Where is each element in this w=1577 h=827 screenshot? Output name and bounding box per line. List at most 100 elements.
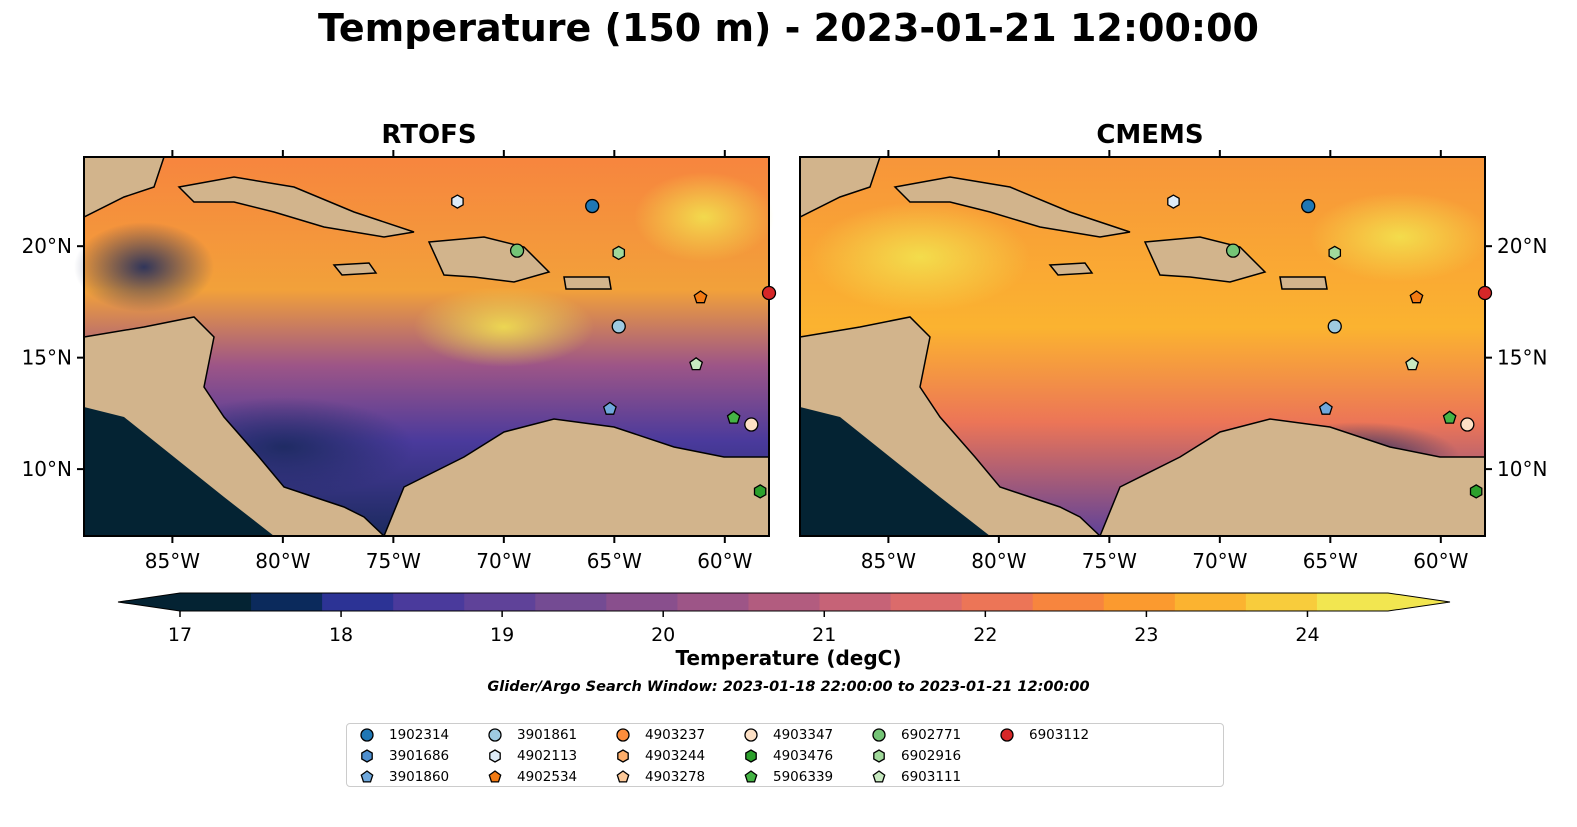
float-marker-6902916 xyxy=(873,749,885,763)
legend-marker-icon xyxy=(744,728,758,742)
warm-anomaly xyxy=(414,287,594,367)
legend-label: 4902113 xyxy=(517,748,578,764)
float-marker-5906339 xyxy=(1442,410,1457,424)
float-marker-3901860 xyxy=(360,770,374,783)
legend-marker-icon xyxy=(744,770,758,783)
puerto-rico-land xyxy=(563,276,612,290)
legend-label: 4902534 xyxy=(517,769,578,785)
float-marker-3901860 xyxy=(602,401,617,415)
legend-label: 6903111 xyxy=(901,769,962,785)
colorbar-segment xyxy=(819,593,892,611)
float-marker-6902916 xyxy=(1328,245,1342,261)
figure-title: Temperature (150 m) - 2023-01-21 12:00:0… xyxy=(317,6,1259,50)
lon-tick-label: 75°W xyxy=(1082,549,1137,573)
legend-label: 4903244 xyxy=(645,748,706,764)
lon-tick-label: 75°W xyxy=(366,549,421,573)
colorbar-segment xyxy=(1032,593,1105,611)
colorbar: 17 18 19 20 21 22 23 24 xyxy=(117,592,1451,646)
float-marker-1902314 xyxy=(360,728,374,742)
lat-tick-label: 10°N xyxy=(22,457,72,481)
lon-tick-label: 65°W xyxy=(587,549,642,573)
legend-label: 1902314 xyxy=(389,727,450,743)
float-marker-5906339 xyxy=(726,410,741,424)
float-marker-3901861 xyxy=(611,319,626,334)
colorbar-tick-label: 20 xyxy=(651,624,675,646)
panel-title-cmems: CMEMS xyxy=(1096,120,1204,150)
float-marker-4902534 xyxy=(488,770,502,783)
legend-label: 4903278 xyxy=(645,769,706,785)
float-marker-3901861 xyxy=(488,728,502,742)
float-marker-4903244 xyxy=(617,749,629,763)
colorbar-segment xyxy=(393,593,465,611)
colorbar-tick-label: 23 xyxy=(1134,624,1158,646)
lon-tick-label: 65°W xyxy=(1303,549,1358,573)
lon-tick-label: 85°W xyxy=(861,549,916,573)
lon-tick-label: 70°W xyxy=(1192,549,1247,573)
legend-marker-icon xyxy=(873,749,885,763)
colorbar-title: Temperature (degC) xyxy=(675,646,902,670)
lat-tick-label: 15°N xyxy=(22,346,72,370)
map-panel-cmems xyxy=(799,156,1490,537)
legend-label: 6903112 xyxy=(1029,727,1090,743)
cuba-land xyxy=(893,176,1131,238)
float-marker-4903278 xyxy=(616,770,630,783)
float-marker-6903112 xyxy=(761,285,777,301)
land-group xyxy=(799,156,1486,537)
map-frame xyxy=(799,156,1486,537)
legend-marker-icon xyxy=(488,728,502,742)
colorbar-segment xyxy=(961,593,1034,611)
legend-label: 4903476 xyxy=(773,748,834,764)
panel-title-rtofs: RTOFS xyxy=(381,120,477,150)
cuba-land xyxy=(177,176,415,238)
colorbar-segment xyxy=(677,593,750,611)
colorbar-extend-low xyxy=(118,593,180,611)
legend-marker-icon xyxy=(360,728,374,742)
legend-label: 4903347 xyxy=(773,727,834,743)
float-marker-4902534 xyxy=(1409,290,1424,304)
float-legend: 1902314 3901686 3901860 3901861 4902113 49025… xyxy=(346,723,1224,787)
float-marker-4903347 xyxy=(744,417,759,432)
float-marker-6903111 xyxy=(872,770,886,783)
map-panel-rtofs xyxy=(74,156,774,537)
float-marker-4903347 xyxy=(744,728,758,742)
float-marker-6902916 xyxy=(612,245,626,261)
legend-label: 3901860 xyxy=(389,769,450,785)
legend-marker-icon xyxy=(361,749,373,763)
lat-tick-label: 20°N xyxy=(22,234,72,258)
colorbar-tick-label: 19 xyxy=(490,624,514,646)
legend-marker-icon xyxy=(745,749,757,763)
legend-marker-icon xyxy=(617,749,629,763)
lat-tick-label: 15°N xyxy=(1497,346,1547,370)
float-marker-6902771 xyxy=(1225,243,1241,258)
float-marker-6903111 xyxy=(689,356,704,371)
colorbar-segment xyxy=(748,593,821,611)
puerto-rico-land xyxy=(1279,276,1328,290)
legend-marker-icon xyxy=(872,728,886,742)
colorbar-segment xyxy=(251,593,323,611)
warm-anomaly xyxy=(810,202,1030,312)
legend-marker-icon xyxy=(616,770,630,783)
float-marker-1902314 xyxy=(1301,198,1316,214)
float-marker-4902113 xyxy=(1167,194,1180,209)
pacific-ocean xyxy=(84,407,274,536)
axis-labels: 85°W 80°W 75°W 70°W 65°W 60°W 20°N 15°N 10°N 85°W… xyxy=(22,150,1547,573)
search-window-caption: Glider/Argo Search Window: 2023-01-18 22… xyxy=(487,679,1090,695)
warm-anomaly xyxy=(1310,192,1490,282)
float-marker-6902771 xyxy=(509,243,525,258)
lat-tick-label: 10°N xyxy=(1497,457,1547,481)
cold-anomaly xyxy=(74,222,214,312)
legend-marker-icon xyxy=(616,728,630,742)
legend-label: 6902916 xyxy=(901,748,962,764)
legend-marker-icon xyxy=(872,770,886,783)
colorbar-segment xyxy=(1316,593,1389,611)
colorbar-segment xyxy=(1174,593,1247,611)
legend-label: 3901861 xyxy=(517,727,578,743)
lon-tick-label: 80°W xyxy=(255,549,310,573)
colorbar-tick-label: 24 xyxy=(1295,624,1319,646)
land-group xyxy=(83,156,770,537)
warm-anomaly xyxy=(634,172,774,262)
colorbar-segment xyxy=(180,593,252,611)
float-marker-4903347 xyxy=(1460,417,1475,432)
lat-tick-label: 20°N xyxy=(1497,234,1547,258)
colorbar-tick-label: 18 xyxy=(329,624,353,646)
